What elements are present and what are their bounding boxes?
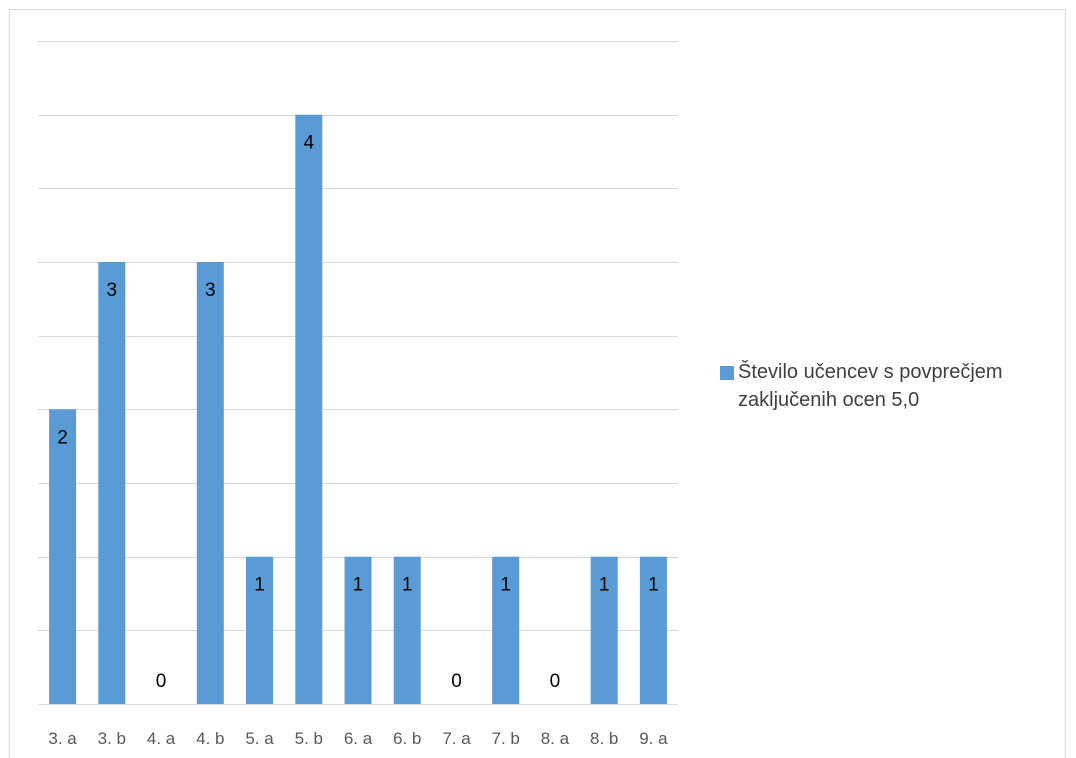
data-label: 1 xyxy=(648,575,659,596)
x-tick-label: 5. b xyxy=(295,729,323,748)
data-label: 4 xyxy=(304,133,315,154)
x-tick-label: 4. b xyxy=(196,729,224,748)
data-label: 1 xyxy=(500,575,511,596)
data-labels: 2 3 0 3 1 4 1 1 0 1 0 1 1 xyxy=(57,133,658,692)
chart-frame xyxy=(9,9,1066,758)
legend: Število učencev s povprečjem zaključenih… xyxy=(720,358,1065,414)
data-label: 0 xyxy=(156,671,167,692)
data-label: 0 xyxy=(550,671,561,692)
x-tick-label: 8. b xyxy=(590,729,618,748)
x-tick-label: 3. b xyxy=(98,729,126,748)
x-tick-label: 6. a xyxy=(344,729,373,748)
bar xyxy=(590,556,618,704)
data-label: 2 xyxy=(57,427,68,448)
bar xyxy=(344,556,372,704)
data-label: 1 xyxy=(353,575,364,596)
data-label: 1 xyxy=(254,575,265,596)
data-label: 3 xyxy=(107,280,118,301)
bar xyxy=(639,556,667,704)
data-label: 1 xyxy=(402,575,413,596)
legend-swatch xyxy=(720,366,734,380)
x-tick-label: 4. a xyxy=(147,729,176,748)
bar xyxy=(492,556,520,704)
bar xyxy=(246,556,273,704)
x-tick-label: 7. a xyxy=(442,729,471,748)
bar xyxy=(98,262,126,704)
data-label: 3 xyxy=(205,280,216,301)
x-tick-label: 5. a xyxy=(245,729,274,748)
bar xyxy=(49,409,77,704)
bar xyxy=(196,262,224,704)
x-tick-label: 8. a xyxy=(541,729,570,748)
bars xyxy=(49,114,667,704)
bar xyxy=(393,556,421,704)
legend-label: Število učencev s povprečjem zaključenih… xyxy=(738,361,1003,411)
x-tick-label: 9. a xyxy=(639,729,668,748)
data-label: 0 xyxy=(451,671,462,692)
data-label: 1 xyxy=(599,575,610,596)
x-tick-label: 6. b xyxy=(393,729,421,748)
bar xyxy=(295,114,323,704)
x-tick-label: 3. a xyxy=(48,729,77,748)
x-tick-label: 7. b xyxy=(492,729,520,748)
x-axis-labels: 3. a 3. b 4. a 4. b 5. a 5. b 6. a 6. b 7. a 7. b… xyxy=(48,729,668,748)
